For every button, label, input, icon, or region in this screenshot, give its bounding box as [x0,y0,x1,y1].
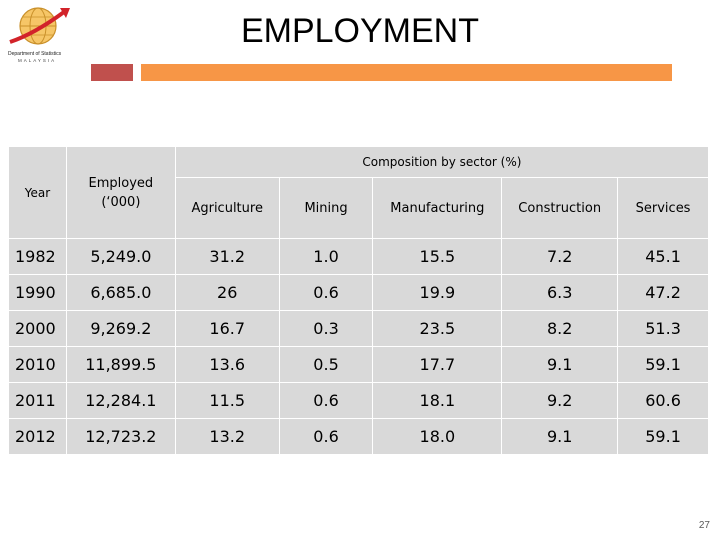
cell-construction: 9.1 [501,418,619,455]
logo-country: MALAYSIA [18,58,57,63]
cell-agriculture: 26 [174,274,280,311]
cell-employed: 6,685.0 [65,274,176,311]
cell-year: 2011 [8,382,67,419]
cell-manufacturing: 15.5 [372,238,503,275]
cell-employed: 12,723.2 [65,418,176,455]
cell-services: 51.3 [617,310,709,347]
cell-agriculture: 11.5 [174,382,280,419]
header-manufacturing: Manufacturing [372,177,503,239]
cell-mining: 0.3 [278,310,374,347]
header-construction: Construction [501,177,619,239]
table-row: 2011 12,284.1 11.5 0.6 18.1 9.2 60.6 [8,382,709,419]
cell-manufacturing: 23.5 [372,310,503,347]
cell-employed: 11,899.5 [65,346,176,383]
accent-bar-orange [141,64,672,81]
cell-manufacturing: 18.1 [372,382,503,419]
cell-manufacturing: 19.9 [372,274,503,311]
cell-mining: 0.6 [278,274,374,311]
table-row: 2000 9,269.2 16.7 0.3 23.5 8.2 51.3 [8,310,709,347]
cell-mining: 0.5 [278,346,374,383]
cell-agriculture: 13.6 [174,346,280,383]
cell-agriculture: 16.7 [174,310,280,347]
header-employed-label: Employed [88,175,154,191]
cell-services: 59.1 [617,418,709,455]
cell-services: 47.2 [617,274,709,311]
cell-construction: 9.2 [501,382,619,419]
header-employed: Employed (‘000) [65,146,176,239]
page-number: 27 [698,520,710,531]
cell-agriculture: 31.2 [174,238,280,275]
cell-construction: 6.3 [501,274,619,311]
cell-agriculture: 13.2 [174,418,280,455]
header-mining: Mining [278,177,374,239]
employment-table: Year Employed (‘000) Composition by sect… [8,146,710,455]
accent-bar-red [91,64,133,81]
header-agriculture: Agriculture [174,177,280,239]
cell-construction: 9.1 [501,346,619,383]
cell-construction: 7.2 [501,238,619,275]
table-row: 2012 12,723.2 13.2 0.6 18.0 9.1 59.1 [8,418,709,455]
header-services: Services [617,177,709,239]
cell-year: 2012 [8,418,67,455]
cell-services: 45.1 [617,238,709,275]
header-composition: Composition by sector (%) [174,146,710,178]
cell-year: 2010 [8,346,67,383]
table-row: 2010 11,899.5 13.6 0.5 17.7 9.1 59.1 [8,346,709,383]
cell-services: 59.1 [617,346,709,383]
header-year: Year [8,146,67,239]
cell-employed: 12,284.1 [65,382,176,419]
cell-manufacturing: 17.7 [372,346,503,383]
cell-mining: 0.6 [278,382,374,419]
cell-employed: 5,249.0 [65,238,176,275]
cell-year: 1982 [8,238,67,275]
logo-department-name: Department of Statistics [8,51,62,57]
cell-services: 60.6 [617,382,709,419]
table-row: 1990 6,685.0 26 0.6 19.9 6.3 47.2 [8,274,709,311]
cell-manufacturing: 18.0 [372,418,503,455]
globe-arrow-icon [9,7,70,45]
department-logo: Department of Statistics MALAYSIA [4,4,84,66]
cell-year: 1990 [8,274,67,311]
table-row: 1982 5,249.0 31.2 1.0 15.5 7.2 45.1 [8,238,709,275]
cell-employed: 9,269.2 [65,310,176,347]
header-employed-unit: (‘000) [101,194,141,210]
cell-year: 2000 [8,310,67,347]
cell-mining: 0.6 [278,418,374,455]
cell-construction: 8.2 [501,310,619,347]
cell-mining: 1.0 [278,238,374,275]
page-title: EMPLOYMENT [240,12,480,50]
accent-bar-gap [133,64,141,81]
